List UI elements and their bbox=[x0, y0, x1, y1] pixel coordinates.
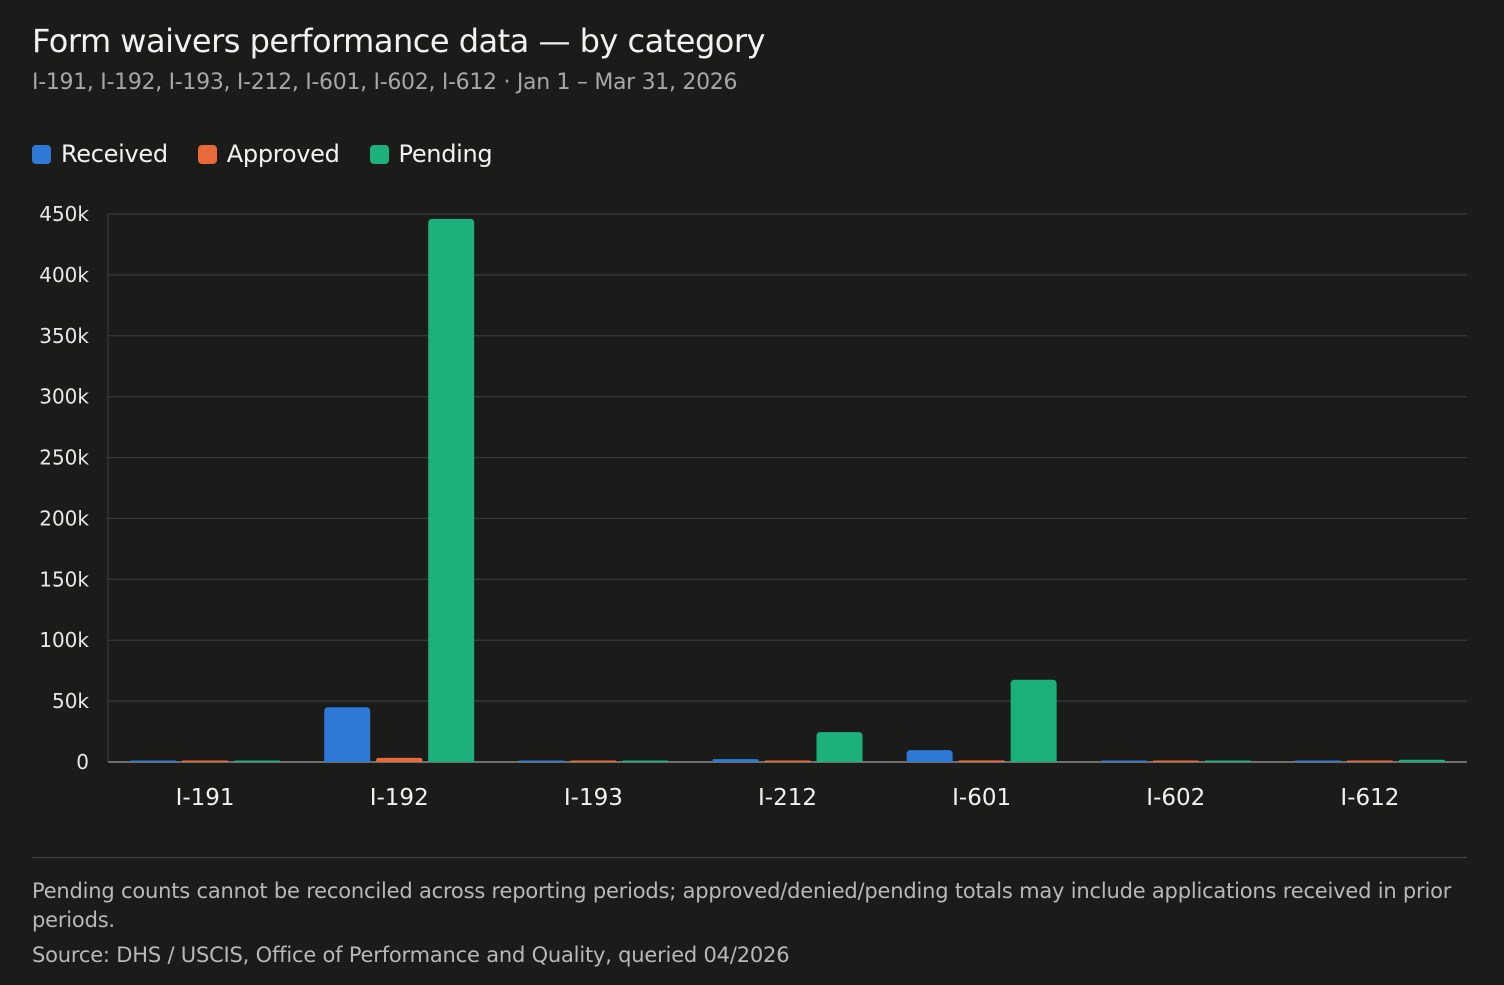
y-tick-label: 350k bbox=[39, 324, 89, 348]
y-tick-label: 300k bbox=[39, 385, 89, 409]
x-tick-label: I-191 bbox=[176, 785, 235, 811]
x-tick-label: I-602 bbox=[1146, 785, 1205, 811]
legend-swatch-pending bbox=[369, 144, 389, 164]
y-tick-label: 150k bbox=[39, 567, 89, 591]
bar-received-i-212[interactable] bbox=[712, 759, 759, 762]
chart-title: Form waivers performance data — by categ… bbox=[32, 22, 765, 60]
x-tick-label: I-612 bbox=[1340, 785, 1399, 811]
y-tick-label: 400k bbox=[39, 263, 89, 287]
bar-approved-i-212[interactable] bbox=[764, 760, 811, 763]
x-axis-tick-labels: I-191 I-192 I-193 I-212 I-601 I-602 I-612 bbox=[176, 785, 1400, 811]
footer-divider bbox=[32, 857, 1467, 858]
y-tick-label: 450k bbox=[39, 202, 89, 226]
bar-approved-i-192[interactable] bbox=[376, 757, 423, 762]
bar-pending-i-212[interactable] bbox=[816, 732, 863, 762]
bar-approved-i-612[interactable] bbox=[1346, 760, 1393, 763]
y-tick-label: 250k bbox=[39, 446, 89, 470]
bar-pending-i-193[interactable] bbox=[622, 760, 669, 763]
bar-received-i-192[interactable] bbox=[324, 707, 371, 762]
x-tick-label: I-212 bbox=[758, 785, 817, 811]
gridlines bbox=[107, 213, 1467, 763]
y-tick-label: 200k bbox=[39, 506, 89, 530]
legend-item-received[interactable]: Received bbox=[32, 140, 168, 168]
bar-approved-i-602[interactable] bbox=[1152, 760, 1199, 763]
bars bbox=[130, 218, 1445, 763]
bar-received-i-602[interactable] bbox=[1100, 760, 1147, 763]
legend-label-received: Received bbox=[61, 140, 168, 168]
bar-approved-i-193[interactable] bbox=[570, 760, 617, 763]
chart-subtitle: I-191, I-192, I-193, I-212, I-601, I-602… bbox=[32, 70, 738, 95]
y-tick-label: 0 bbox=[76, 750, 89, 774]
bar-received-i-601[interactable] bbox=[906, 750, 953, 762]
bar-pending-i-602[interactable] bbox=[1204, 760, 1251, 763]
x-tick-label: I-192 bbox=[370, 785, 429, 811]
bar-pending-i-601[interactable] bbox=[1010, 679, 1057, 762]
x-tick-label: I-193 bbox=[564, 785, 623, 811]
footnote: Pending counts cannot be reconciled acro… bbox=[32, 879, 1452, 932]
y-axis-tick-labels: 0 50k 100k 150k 200k 250k 300k 350k 400k 450k bbox=[39, 202, 89, 774]
legend-item-pending[interactable]: Pending bbox=[369, 140, 493, 168]
bar-pending-i-612[interactable] bbox=[1398, 759, 1445, 762]
bar-pending-i-191[interactable] bbox=[234, 760, 281, 763]
bar-received-i-193[interactable] bbox=[518, 760, 565, 763]
legend-item-approved[interactable]: Approved bbox=[197, 140, 340, 168]
y-tick-label: 50k bbox=[52, 689, 89, 713]
bar-approved-i-601[interactable] bbox=[958, 760, 1005, 762]
y-tick-label: 100k bbox=[39, 628, 89, 652]
bar-received-i-191[interactable] bbox=[130, 760, 177, 763]
legend-label-approved: Approved bbox=[226, 140, 340, 168]
legend-swatch-approved bbox=[197, 144, 217, 164]
source-note: Source: DHS / USCIS, Office of Performan… bbox=[32, 943, 790, 967]
legend-swatch-received bbox=[32, 144, 51, 164]
bar-approved-i-191[interactable] bbox=[182, 760, 229, 763]
bar-pending-i-192[interactable] bbox=[428, 218, 475, 763]
legend: Received Approved Pending bbox=[32, 140, 493, 168]
x-tick-label: I-601 bbox=[952, 785, 1011, 811]
bar-received-i-612[interactable] bbox=[1294, 760, 1341, 763]
legend-label-pending: Pending bbox=[398, 140, 493, 168]
